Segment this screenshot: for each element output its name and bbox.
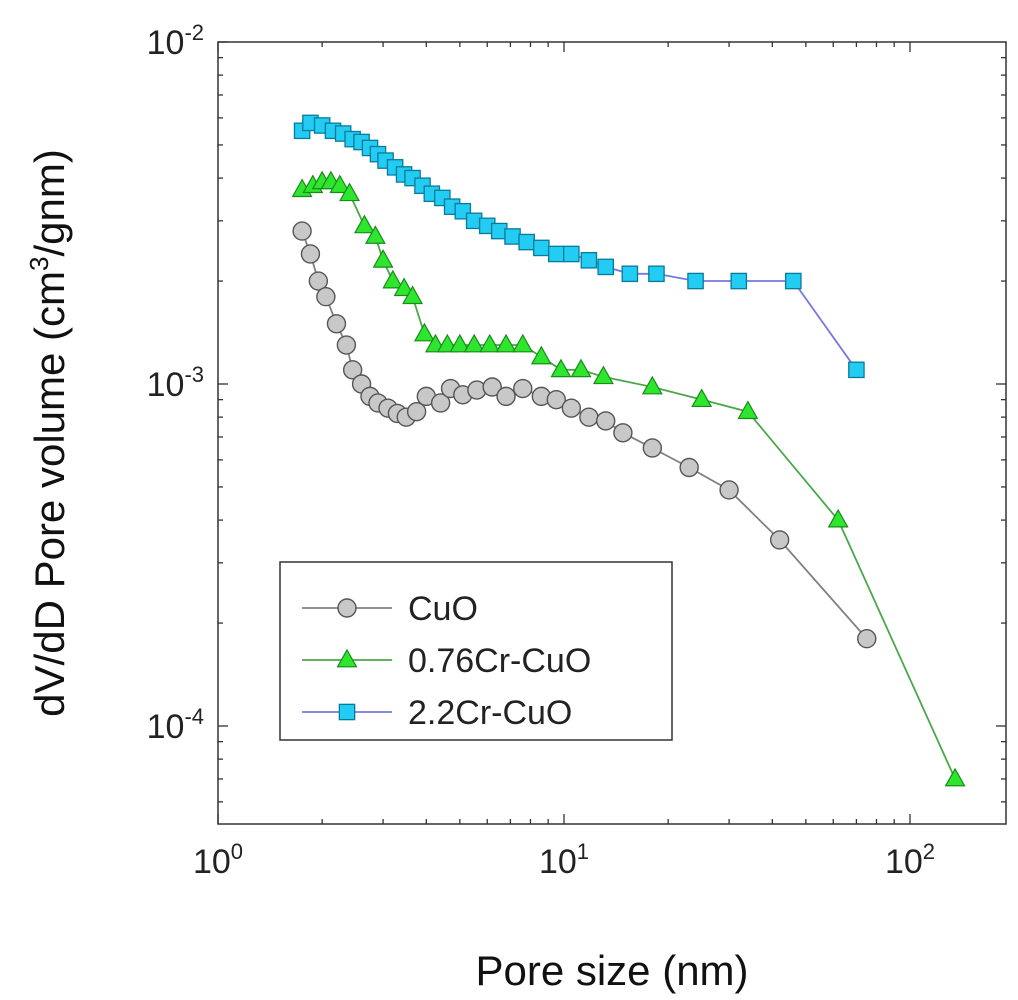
legend-marker xyxy=(338,703,356,721)
data-point xyxy=(413,322,435,342)
data-point xyxy=(827,508,849,528)
data-point xyxy=(496,386,516,407)
data-point xyxy=(597,258,615,276)
data-point xyxy=(550,358,572,378)
data-point xyxy=(300,244,321,264)
data-point xyxy=(691,388,713,408)
data-point xyxy=(482,377,502,397)
legend-label: 2.2Cr-CuO xyxy=(408,694,572,732)
data-point xyxy=(479,333,501,353)
data-point xyxy=(546,389,566,410)
x-axis-title: Pore size (nm) xyxy=(475,947,748,994)
data-point xyxy=(848,361,865,379)
axis-ticks: 100 101 102 10-2 10-3 10-4 xyxy=(147,20,1006,881)
data-point xyxy=(342,360,363,380)
series-2-2cr-cuo xyxy=(293,114,865,379)
y-axis-title: dV/dD Pore volume (cm3/gnm) xyxy=(24,149,73,717)
x-tick-label: 102 xyxy=(885,839,935,881)
series-0-76cr-cuo xyxy=(291,170,966,787)
data-point xyxy=(580,251,598,269)
data-point xyxy=(329,174,351,194)
data-point xyxy=(642,438,663,458)
data-point xyxy=(382,269,404,289)
data-point xyxy=(513,378,533,399)
data-point xyxy=(495,333,517,353)
x-tick-label: 101 xyxy=(539,839,589,881)
data-point xyxy=(944,767,966,787)
data-point xyxy=(621,265,639,283)
data-point xyxy=(372,249,394,268)
data-point xyxy=(292,221,312,241)
data-point xyxy=(857,628,877,649)
data-point xyxy=(308,271,329,291)
legend-entry: 2.2Cr-CuO xyxy=(302,694,572,732)
x-tick-label: 100 xyxy=(193,839,243,881)
y-axis-title-end: /gnm) xyxy=(26,149,73,256)
data-point xyxy=(679,457,699,478)
legend-marker xyxy=(337,598,357,618)
legend: CuO 0.76Cr-CuO 2.2Cr-CuO xyxy=(279,561,673,741)
data-point xyxy=(547,245,565,263)
y-tick-label: 10-2 xyxy=(147,20,204,62)
data-point xyxy=(533,239,550,257)
data-point xyxy=(353,214,375,234)
data-point xyxy=(518,233,535,251)
data-point xyxy=(687,272,704,290)
data-point xyxy=(326,314,347,334)
legend-entry: 0.76Cr-CuO xyxy=(302,642,591,680)
data-point xyxy=(336,335,357,355)
data-point xyxy=(737,400,759,420)
legend-label: CuO xyxy=(408,590,478,628)
y-axis-title-superscript: 3 xyxy=(24,257,54,271)
series-layer xyxy=(291,114,966,787)
data-point xyxy=(769,530,790,550)
data-point xyxy=(613,423,633,443)
data-point xyxy=(402,285,424,305)
data-point xyxy=(406,401,427,422)
data-point xyxy=(316,286,336,307)
y-axis-title-main: dV/dD Pore volume (cm xyxy=(26,271,73,717)
y-tick-label: 10-3 xyxy=(147,362,204,404)
data-point xyxy=(393,277,415,297)
data-point xyxy=(512,333,534,353)
data-point xyxy=(641,375,663,395)
data-point xyxy=(785,272,802,290)
y-tick-label: 10-4 xyxy=(147,704,204,746)
data-point xyxy=(449,333,471,353)
data-point xyxy=(596,411,616,431)
data-point xyxy=(436,333,458,353)
data-point xyxy=(364,225,386,244)
data-point xyxy=(570,358,592,378)
data-point xyxy=(504,228,521,245)
data-point xyxy=(648,265,665,283)
data-point xyxy=(339,182,361,202)
data-point xyxy=(563,245,580,263)
series-cuo xyxy=(292,221,877,649)
data-point xyxy=(561,398,582,418)
data-point xyxy=(719,480,739,500)
legend-marker xyxy=(336,648,358,668)
data-point xyxy=(730,272,748,290)
data-point xyxy=(592,365,614,385)
data-point xyxy=(579,407,599,427)
legend-entry: CuO xyxy=(302,590,478,628)
data-point xyxy=(430,393,451,413)
data-point xyxy=(463,333,485,353)
data-point xyxy=(530,345,552,365)
legend-label: 0.76Cr-CuO xyxy=(408,642,591,680)
